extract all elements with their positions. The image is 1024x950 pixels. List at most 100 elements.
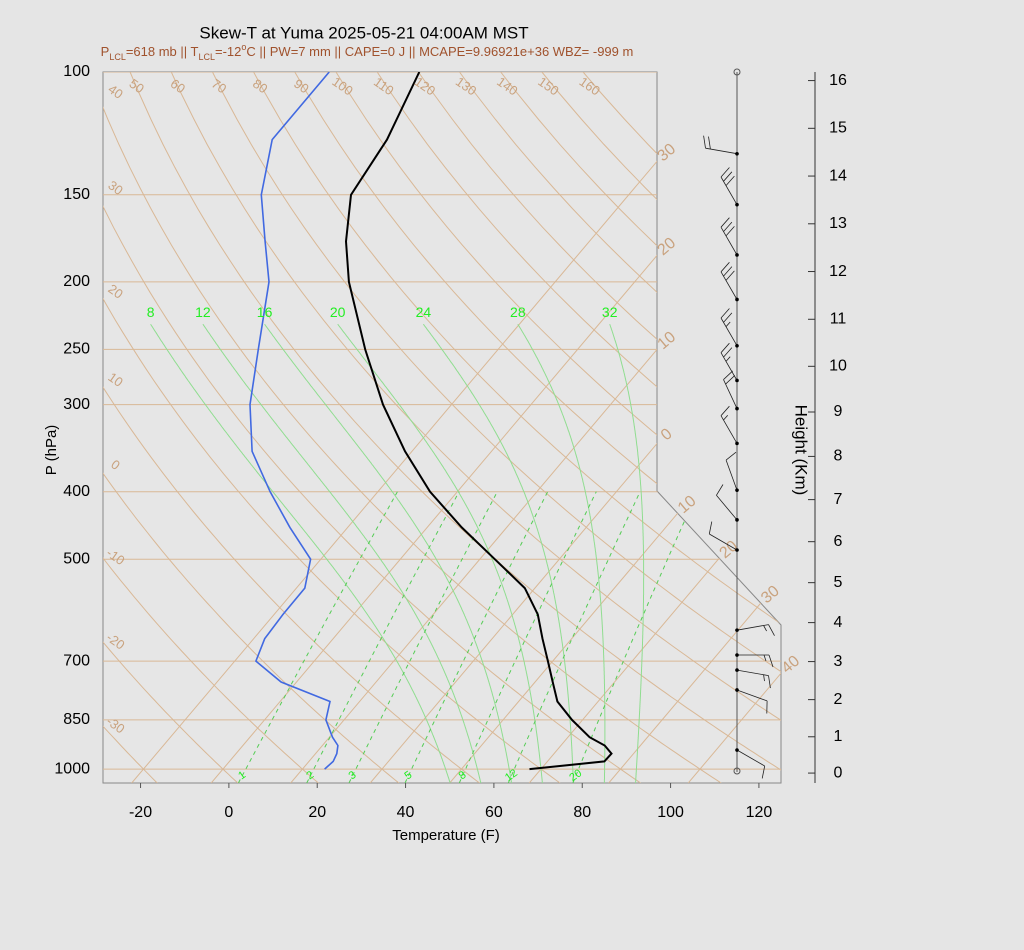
barb-path [723, 370, 738, 409]
y2-tick-label: 7 [834, 491, 843, 508]
barb-path [720, 167, 738, 205]
x-tick-label: 60 [485, 804, 503, 821]
mixing-ratio-line [237, 491, 398, 783]
dry-adiabat [335, 72, 781, 783]
x-tick-label: -20 [129, 804, 152, 821]
barb-path [716, 484, 738, 521]
moist-adiabat-label: 8 [147, 304, 155, 320]
barb-path [720, 217, 738, 256]
y-tick-label: 850 [63, 711, 90, 728]
wind-barb [723, 370, 739, 411]
dry-adiabat-label: 10 [105, 369, 125, 390]
barb-station [735, 748, 739, 752]
barb-station [735, 548, 739, 552]
y2-tick-label: 6 [834, 533, 843, 550]
moist-adiabat [517, 323, 606, 783]
x-tick-label: 120 [746, 804, 773, 821]
isotherm [608, 72, 781, 783]
barb-path [720, 405, 738, 444]
mixing-ratio-label: 12 [503, 767, 520, 784]
barb-path [708, 521, 738, 551]
y2-tick-label: 2 [834, 691, 843, 708]
y2-tick-label: 0 [834, 764, 843, 781]
isotherm-label: 10 [675, 492, 700, 517]
staff-marker [733, 68, 741, 76]
chart-subtitle: PLCL=618 mb || TLCL=-12oC || PW=7 mm || … [101, 42, 634, 62]
barb-path [736, 669, 771, 689]
wind-barb [735, 653, 774, 668]
wind-barb [720, 342, 739, 383]
isotherm-label: 20 [655, 234, 680, 259]
wind-barb [708, 521, 739, 552]
dry-adiabat-label: 50 [126, 76, 146, 97]
barb-station [735, 441, 739, 446]
barb-station [735, 668, 739, 672]
moist-adiabat [202, 323, 482, 783]
dry-adiabat [212, 72, 781, 783]
isotherm-label: 30 [655, 140, 680, 165]
moist-adiabat-label: 20 [330, 304, 346, 320]
y2-tick-label: 16 [829, 72, 847, 89]
y2-tick-label: 9 [834, 403, 843, 420]
dewpoint-line [249, 72, 339, 770]
y-tick-label: 700 [63, 652, 90, 669]
subtitle-part: LCL [109, 52, 126, 62]
barb-path [720, 262, 738, 300]
barb-path [725, 451, 738, 491]
barb-path [703, 135, 738, 155]
wind-barb [735, 748, 766, 779]
dry-adiabat-label: 60 [168, 76, 188, 97]
x-tick-label: 80 [573, 804, 591, 821]
y2-tick-label: 11 [830, 310, 847, 327]
y-tick-label: 250 [63, 341, 90, 358]
wind-barb [720, 262, 739, 302]
dry-adiabat [103, 72, 239, 783]
isotherm [528, 72, 781, 783]
y2-tick-label: 12 [829, 263, 847, 280]
x-tick-label: 0 [224, 804, 233, 821]
y-tick-label: 300 [63, 396, 90, 413]
subtitle-part: P [101, 44, 110, 59]
barb-path [720, 308, 738, 346]
moist-adiabat-label: 12 [195, 304, 211, 320]
isotherm [131, 72, 733, 783]
dry-adiabat [103, 72, 561, 783]
moist-adiabat [264, 323, 513, 783]
chart-title: Skew-T at Yuma 2025-05-21 04:00AM MST [199, 23, 528, 42]
y2-tick-label: 10 [829, 358, 847, 375]
wind-barb [716, 484, 739, 522]
moist-adiabat [609, 324, 645, 783]
barb-path [736, 689, 768, 714]
subtitle-part: LCL [198, 52, 215, 62]
dry-adiabat [103, 72, 158, 783]
wind-barb [720, 308, 739, 348]
dry-adiabat [294, 72, 781, 783]
moist-adiabat [422, 323, 574, 783]
y-tick-label: 1000 [54, 760, 90, 777]
isotherm-label: 0 [658, 425, 676, 444]
y-tick-label: 500 [63, 550, 90, 567]
barb-station [735, 688, 739, 692]
mixing-ratio-line [306, 491, 460, 783]
temperature-line [344, 72, 613, 771]
isotherm-label: 40 [779, 652, 804, 677]
y-tick-label: 200 [63, 273, 90, 290]
wind-barb [720, 217, 739, 257]
x-axis-title: Temperature (F) [392, 827, 500, 844]
x-tick-label: 20 [308, 804, 326, 821]
y-tick-label: 150 [63, 186, 90, 203]
mixing-ratio-label: 5 [402, 769, 414, 782]
wind-barb [735, 688, 768, 714]
wind-barb [720, 405, 739, 446]
barb-path [736, 749, 766, 779]
y2-tick-label: 14 [829, 167, 847, 184]
mixing-ratio-label: 8 [457, 769, 469, 782]
y-tick-label: 100 [63, 63, 90, 80]
moist-adiabat-label: 16 [257, 304, 273, 320]
moist-adiabat-label: 32 [602, 304, 618, 320]
y2-tick-label: 3 [834, 653, 843, 670]
dry-adiabat-label: 20 [105, 281, 125, 302]
